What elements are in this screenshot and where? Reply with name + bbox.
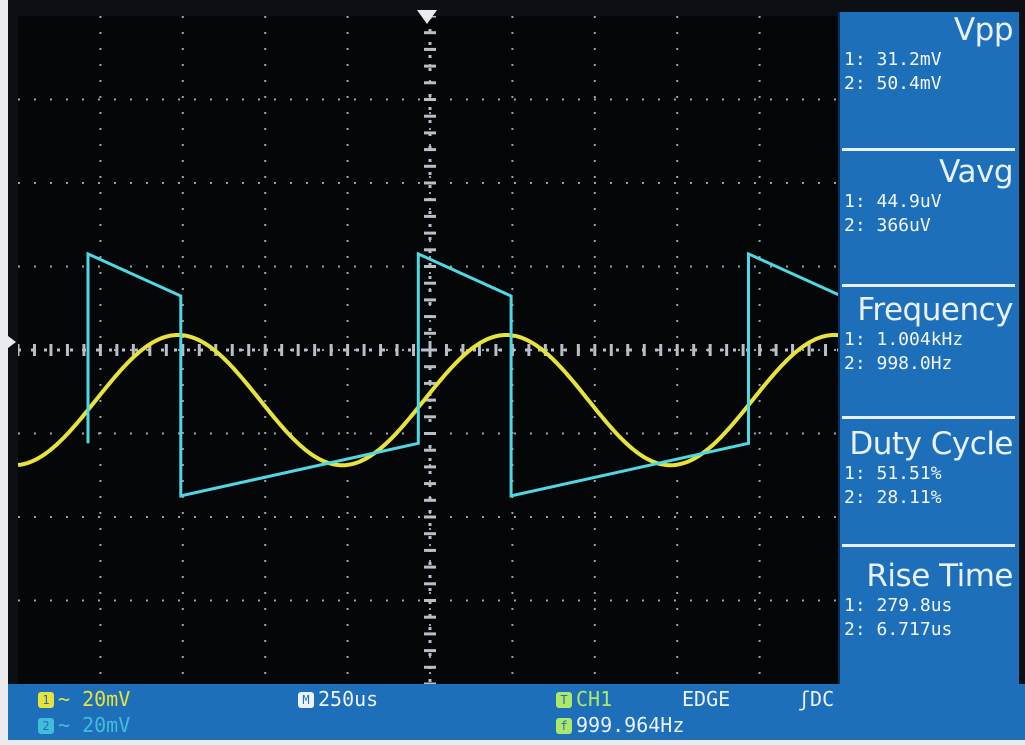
ac-coupling-icon: ~ [58, 687, 71, 711]
trigger-info[interactable]: T CH1 [556, 688, 612, 710]
trigger-frequency-value: 999.964Hz [576, 713, 685, 737]
timebase-value: 250us [318, 687, 379, 711]
trigger-type: EDGE [682, 687, 731, 711]
measure-vavg[interactable]: Vavg 1: 44.9uV 2: 366uV [840, 154, 1019, 238]
ac-coupling-icon: ~ [58, 713, 71, 737]
timebase[interactable]: M 250us [298, 688, 378, 710]
measure-title: Vpp [953, 12, 1014, 48]
frequency-badge-icon: f [556, 718, 572, 734]
trigger-coupling-value: DC [810, 687, 835, 711]
measure-ch1-value: 1: 279.8us [844, 595, 953, 616]
ch1-badge-icon: 1 [38, 692, 54, 708]
measure-ch2-value: 2: 28.11% [844, 487, 942, 508]
measure-ch2-value: 2: 50.4mV [844, 73, 942, 94]
measure-frequency[interactable]: Frequency 1: 1.004kHz 2: 998.0Hz [840, 292, 1019, 376]
ch2-scale-value: 20mV [82, 713, 131, 737]
measure-ch2-value: 2: 366uV [844, 215, 931, 236]
status-bar: 1 ~ 20mV 2 ~ 20mV M 250us T CH1 EDGE ʃDC f 99… [8, 684, 1025, 740]
measure-ch2-value: 2: 998.0Hz [844, 353, 953, 374]
trigger-coupling: ʃDC [798, 688, 834, 710]
waveform-plot [18, 16, 842, 684]
measure-rise-time[interactable]: Rise Time 1: 279.8us 2: 6.717us [840, 558, 1019, 642]
section-divider [842, 544, 1015, 547]
measure-ch1-value: 1: 44.9uV [844, 191, 942, 212]
ch1-scale-value: 20mV [82, 687, 131, 711]
measurement-panel: Vpp 1: 31.2mV 2: 50.4mV Vavg 1: 44.9uV 2… [838, 12, 1019, 684]
measure-ch2-value: 2: 6.717us [844, 619, 953, 640]
timebase-badge-icon: M [298, 692, 314, 708]
trigger-frequency: f 999.964Hz [556, 714, 684, 736]
measure-title: Frequency [857, 292, 1013, 328]
trigger-level-marker [8, 336, 16, 348]
trigger-badge-icon: T [556, 692, 572, 708]
trigger-position-marker [417, 10, 437, 24]
measure-title: Vavg [939, 154, 1013, 190]
measure-ch1-value: 1: 1.004kHz [844, 329, 964, 350]
ch2-waveform [86, 251, 842, 498]
ch2-scale[interactable]: 2 ~ 20mV [38, 714, 130, 736]
measure-vpp[interactable]: Vpp 1: 31.2mV 2: 50.4mV [840, 12, 1019, 96]
ch1-scale[interactable]: 1 ~ 20mV [38, 688, 130, 710]
section-divider [842, 284, 1015, 287]
measure-duty-cycle[interactable]: Duty Cycle 1: 51.51% 2: 28.11% [840, 426, 1019, 510]
waveform-display [18, 16, 842, 684]
section-divider [842, 416, 1015, 419]
trigger-source: CH1 [576, 687, 613, 711]
measure-ch1-value: 1: 51.51% [844, 463, 942, 484]
measure-title: Rise Time [866, 558, 1013, 594]
section-divider [842, 148, 1015, 151]
measure-title: Duty Cycle [849, 426, 1013, 462]
rising-edge-icon: ʃ [798, 687, 811, 711]
measure-ch1-value: 1: 31.2mV [844, 49, 942, 70]
ch2-badge-icon: 2 [38, 718, 54, 734]
